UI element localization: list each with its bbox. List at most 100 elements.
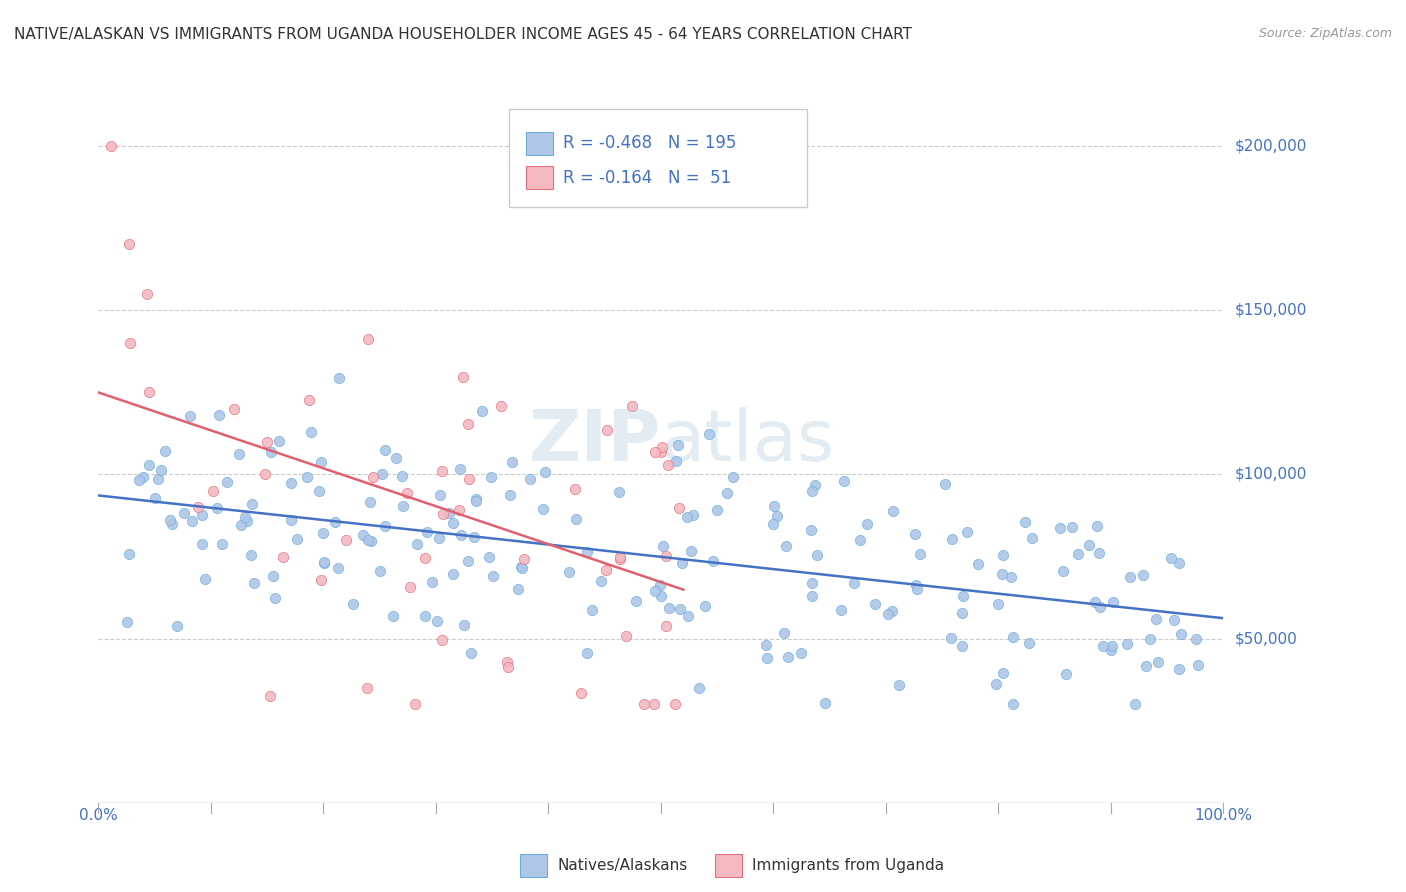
Bar (526, 166, 553, 189)
Point (450, 527, 472, 541)
Point (427, 531, 450, 545)
Point (666, 438, 689, 452)
Point (1001, 630, 1024, 644)
Point (801, 483, 824, 498)
Text: $100,000: $100,000 (1234, 467, 1306, 482)
Point (501, 455, 523, 469)
Point (581, 603, 603, 617)
Point (499, 488, 522, 502)
Text: Natives/Alaskans: Natives/Alaskans (557, 858, 688, 873)
Point (229, 517, 252, 532)
Text: R = -0.468   N = 195: R = -0.468 N = 195 (562, 134, 737, 153)
Point (654, 549, 676, 563)
Point (253, 467, 276, 482)
Point (557, 565, 579, 579)
Point (678, 608, 700, 623)
Point (368, 564, 391, 578)
Point (643, 698, 665, 712)
Point (664, 698, 686, 712)
Point (100, 139, 122, 153)
Point (453, 618, 475, 632)
Point (1123, 698, 1146, 712)
Text: ZIP: ZIP (529, 407, 661, 476)
Point (314, 556, 336, 570)
Point (143, 491, 166, 506)
Point (1115, 637, 1137, 651)
Point (1000, 570, 1022, 584)
Point (991, 665, 1014, 680)
Point (326, 561, 349, 575)
Point (190, 537, 212, 551)
Point (844, 576, 866, 591)
Point (160, 516, 183, 531)
Bar (526, 132, 553, 154)
Point (432, 507, 454, 521)
Point (716, 486, 738, 500)
Point (240, 497, 263, 511)
Point (233, 509, 256, 524)
Point (361, 469, 384, 483)
Point (665, 453, 688, 467)
Point (658, 601, 681, 615)
Point (429, 488, 451, 502)
Point (159, 513, 181, 527)
Point (457, 417, 479, 432)
Point (614, 629, 637, 643)
Point (849, 533, 872, 547)
Point (1092, 640, 1115, 654)
Point (609, 551, 631, 566)
Point (194, 572, 217, 586)
Text: Immigrants from Uganda: Immigrants from Uganda (752, 858, 943, 873)
Point (1119, 569, 1142, 583)
Point (243, 576, 266, 591)
Point (801, 589, 824, 603)
Point (650, 445, 672, 459)
Point (1067, 547, 1090, 561)
Point (576, 646, 599, 660)
Point (863, 597, 886, 611)
Point (651, 440, 673, 454)
Point (357, 533, 380, 548)
Point (416, 524, 439, 539)
Point (374, 443, 396, 458)
Point (406, 537, 429, 551)
Point (506, 582, 529, 597)
Point (413, 551, 436, 566)
Point (1049, 521, 1071, 535)
Point (420, 574, 443, 589)
Point (991, 548, 1014, 562)
Point (682, 508, 704, 522)
Point (765, 508, 787, 523)
Point (624, 593, 647, 607)
Text: $50,000: $50,000 (1234, 632, 1298, 646)
Point (285, 533, 308, 547)
Point (1052, 564, 1074, 578)
Point (374, 519, 396, 533)
Point (1087, 546, 1109, 560)
Point (804, 477, 827, 491)
Point (464, 494, 486, 508)
Point (987, 598, 1010, 612)
Point (755, 638, 778, 652)
Point (166, 619, 188, 633)
Point (498, 660, 520, 674)
Point (565, 512, 588, 526)
Point (564, 482, 586, 496)
Point (342, 597, 364, 611)
Point (308, 483, 330, 498)
Point (1144, 612, 1167, 626)
Point (391, 468, 413, 483)
Point (941, 532, 963, 546)
Point (800, 575, 823, 590)
Point (1135, 659, 1157, 673)
Point (671, 556, 693, 570)
Point (413, 608, 436, 623)
Point (609, 549, 631, 564)
FancyBboxPatch shape (509, 109, 807, 207)
Point (1102, 595, 1125, 609)
Point (437, 506, 460, 520)
Point (887, 678, 910, 692)
Point (952, 589, 974, 603)
Point (359, 495, 381, 509)
Point (1160, 550, 1182, 565)
